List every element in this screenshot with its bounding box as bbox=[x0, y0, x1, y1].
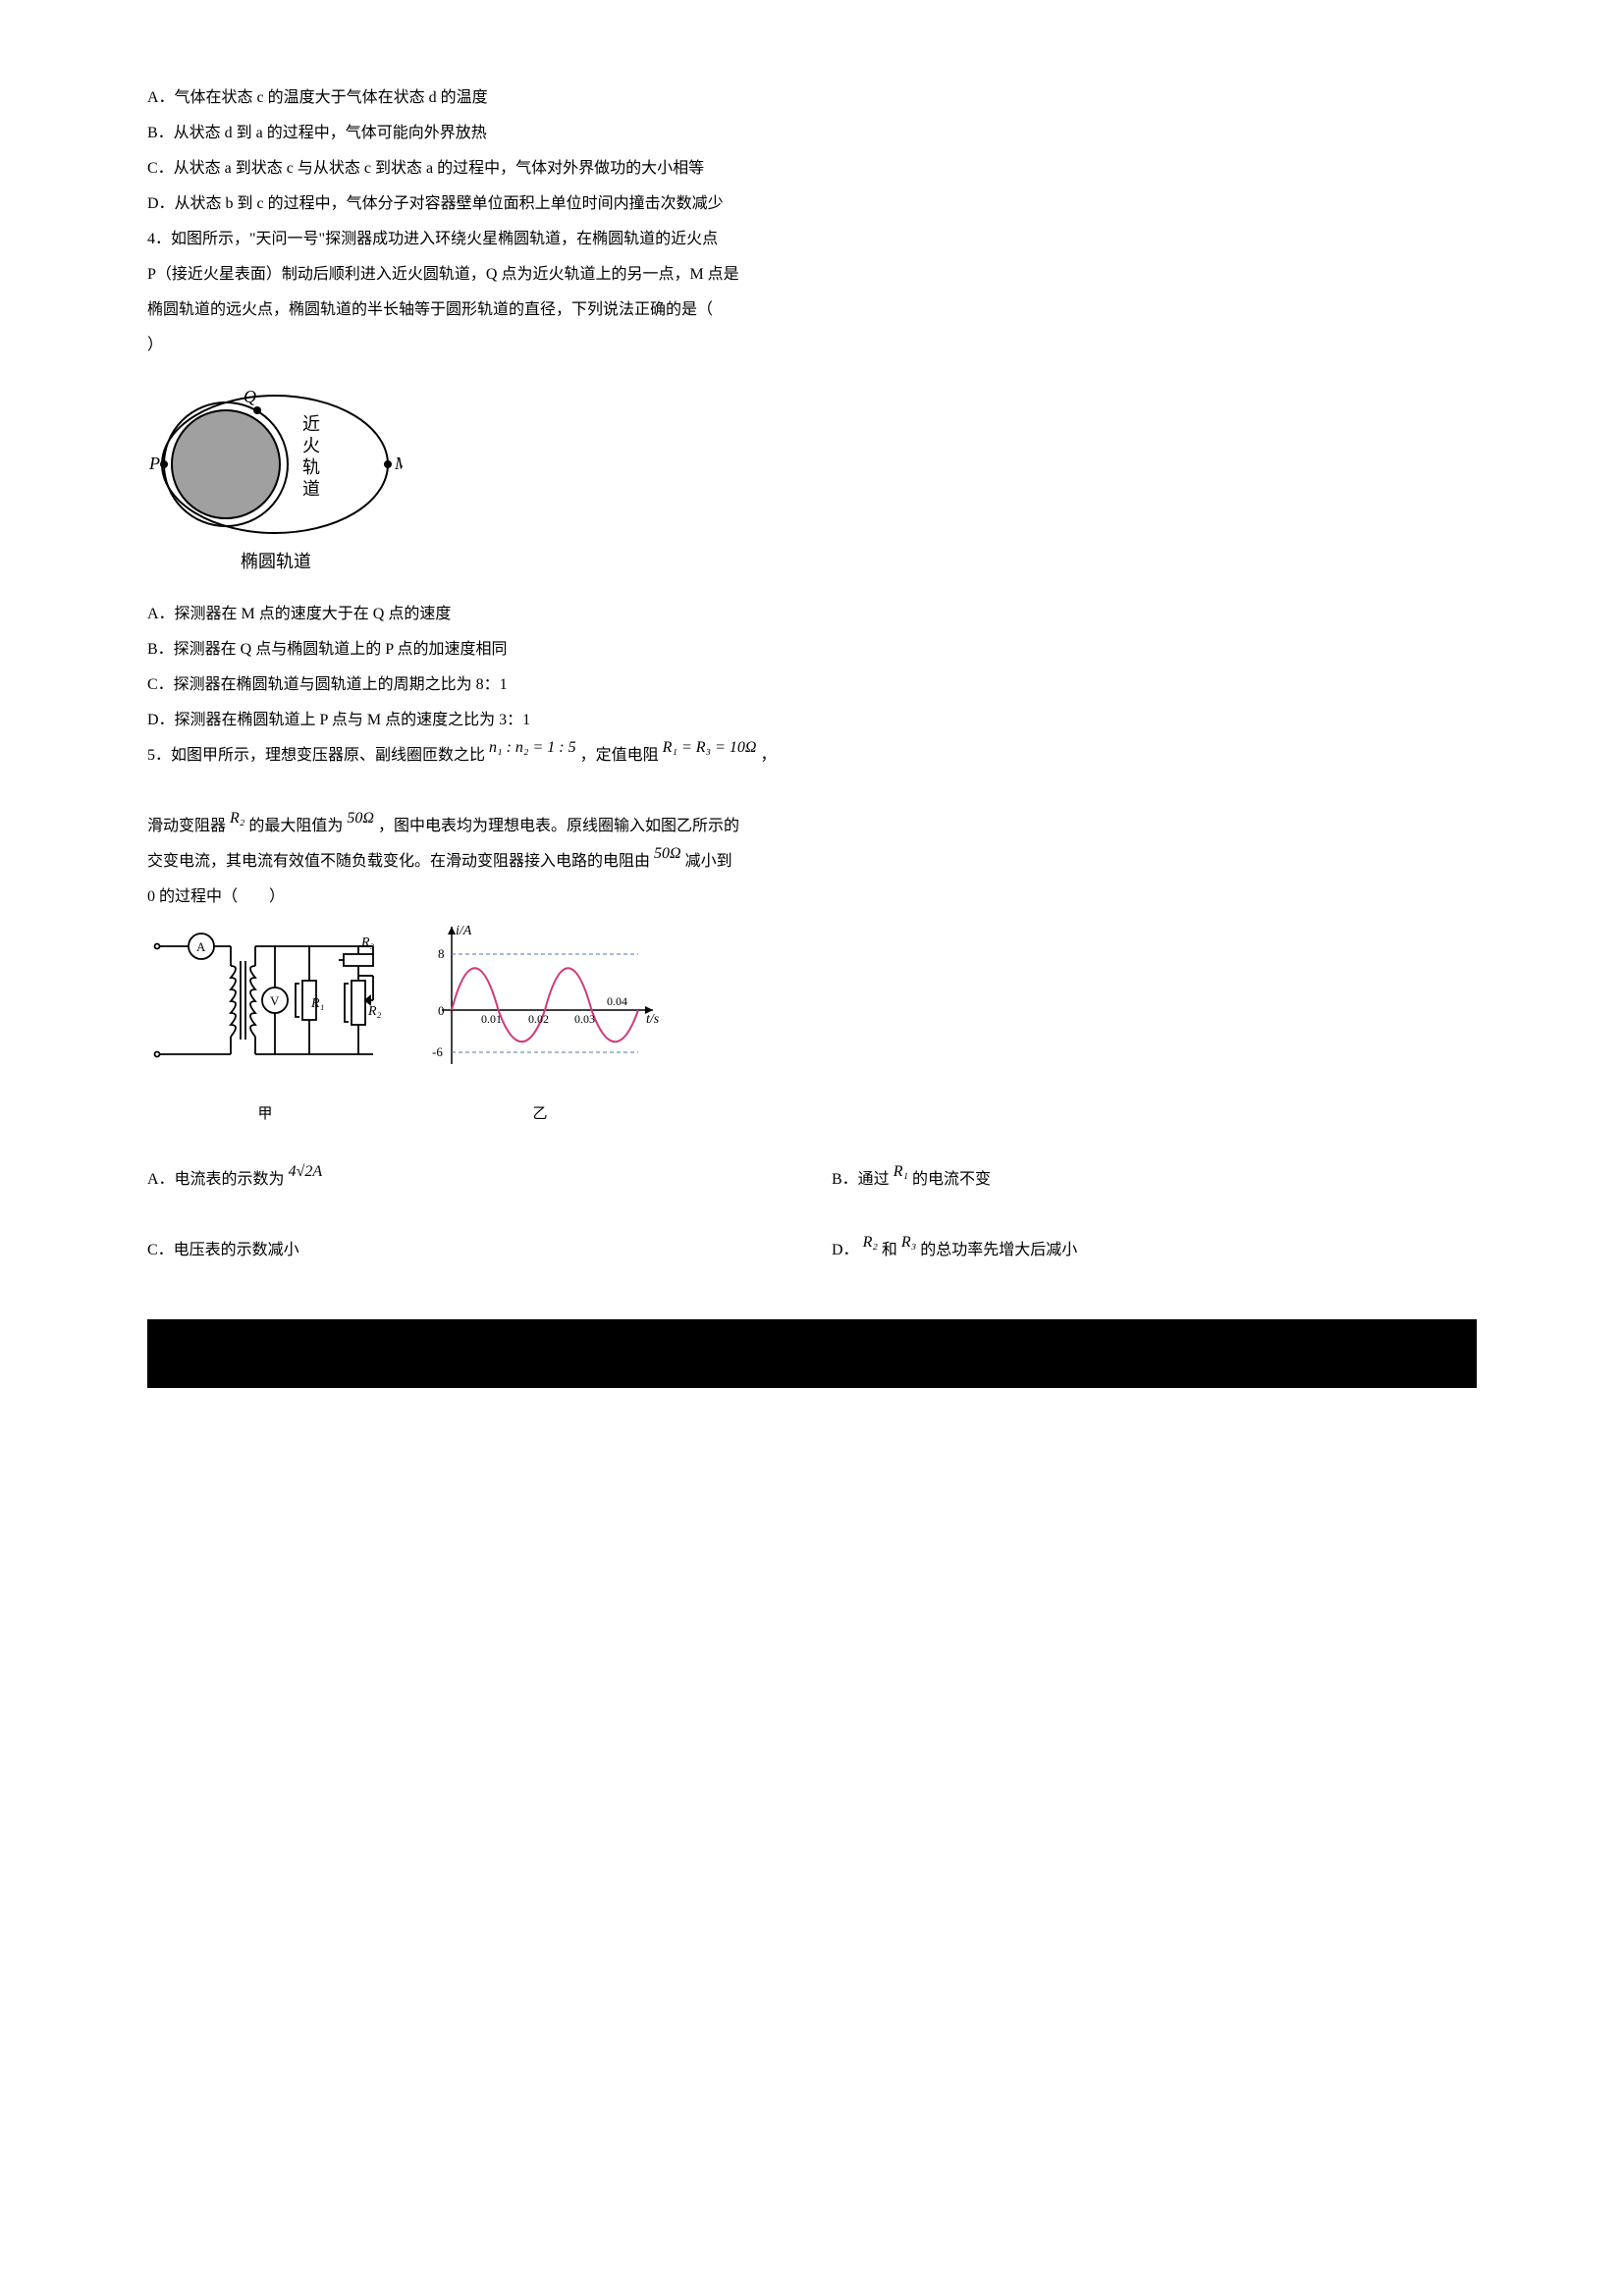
q5-d-a: D． bbox=[832, 1242, 859, 1258]
xtick-003: 0.03 bbox=[574, 1012, 595, 1026]
q5-stem1b: ，定值电阻 bbox=[580, 747, 659, 764]
q5-a-val: 4√2A bbox=[289, 1156, 323, 1188]
label-p: P bbox=[148, 454, 160, 473]
q5-d-b: 的总功率先增大后减小 bbox=[920, 1242, 1077, 1258]
q5-graph: i/A 8 0 -6 0.01 0.02 0.03 0.04 t/s 乙 bbox=[412, 917, 668, 1129]
near-orbit-label-2: 轨 bbox=[302, 457, 320, 477]
near-orbit-label-3: 道 bbox=[302, 479, 320, 499]
q4-option-b: B．探测器在 Q 点与椭圆轨道上的 P 点的加速度相同 bbox=[147, 634, 1477, 666]
q5-option-a: A．电流表的示数为 4√2A bbox=[147, 1164, 792, 1196]
q5-stem1c: ， bbox=[760, 747, 776, 764]
q5-a-text: A．电流表的示数为 bbox=[147, 1171, 285, 1188]
xtick-002: 0.02 bbox=[528, 1012, 549, 1026]
q3-a-text: A．气体在状态 c 的温度大于气体在状态 d 的温度 bbox=[147, 89, 488, 106]
q5-r2: R₂ bbox=[230, 803, 244, 834]
q3-b-text: B．从状态 d 到 a 的过程中，气体可能向外界放热 bbox=[147, 125, 487, 141]
circuit-caption: 甲 bbox=[147, 1099, 383, 1129]
q4-figure: P Q M 近 火 轨 道 椭圆轨道 bbox=[147, 371, 1477, 589]
q5-options-row1: A．电流表的示数为 4√2A B．通过 R₁ 的电流不变 bbox=[147, 1160, 1477, 1200]
q3-c-text: C．从状态 a 到状态 c 与从状态 c 到状态 a 的过程中，气体对外界做功的… bbox=[147, 160, 704, 177]
q5-figure-row: A V R₁ R₂ R₃ 甲 i/A 8 0 -6 0.01 0 bbox=[147, 917, 1477, 1129]
q5-ratio: n₁ : n₂ = 1 : 5 bbox=[489, 732, 576, 764]
q5-stem-line3: 交变电流，其电流有效值不随负载变化。在滑动变阻器接入电路的电阻由 50Ω 减小到 bbox=[147, 846, 1477, 878]
q4-option-a: A．探测器在 M 点的速度大于在 Q 点的速度 bbox=[147, 599, 1477, 630]
q5-r-eq: R₁ = R₃ = 10Ω bbox=[663, 732, 757, 764]
q5-circuit: A V R₁ R₂ R₃ 甲 bbox=[147, 917, 383, 1129]
ylabel: i/A bbox=[456, 924, 472, 938]
q5-d-and: 和 bbox=[882, 1242, 897, 1258]
q5-option-b: B．通过 R₁ 的电流不变 bbox=[832, 1164, 1477, 1196]
ytick-0: 0 bbox=[438, 1003, 445, 1018]
q5-stem3: 交变电流，其电流有效值不随负载变化。在滑动变阻器接入电路的电阻由 bbox=[147, 853, 650, 870]
point-q bbox=[253, 406, 261, 414]
near-orbit-label-1: 火 bbox=[302, 436, 320, 455]
ellipse-caption: 椭圆轨道 bbox=[241, 552, 311, 571]
q5-stem2a: 滑动变阻器 bbox=[147, 818, 226, 834]
q5-fifty: 50Ω bbox=[347, 803, 374, 834]
q4-stem-line4: ） bbox=[147, 330, 1477, 361]
q3-option-c: C．从状态 a 到状态 c 与从状态 c 到状态 a 的过程中，气体对外界做功的… bbox=[147, 153, 1477, 185]
q5-stem2c: ，图中电表均为理想电表。原线圈输入如图乙所示的 bbox=[378, 818, 739, 834]
q4-stem-line1: 4．如图所示，"天问一号"探测器成功进入环绕火星椭圆轨道，在椭圆轨道的近火点 bbox=[147, 224, 1477, 255]
near-orbit-label-0: 近 bbox=[302, 414, 320, 434]
q4-option-d: D．探测器在椭圆轨道上 P 点与 M 点的速度之比为 3：1 bbox=[147, 705, 1477, 736]
q4-stem-line2: P（接近火星表面）制动后顺利进入近火圆轨道，Q 点为近火轨道上的另一点，M 点是 bbox=[147, 259, 1477, 291]
q5-stem-line1: 5．如图甲所示，理想变压器原、副线圈匝数之比 n₁ : n₂ = 1 : 5 ，… bbox=[147, 740, 1477, 772]
q5-stem3b: 减小到 bbox=[685, 853, 732, 870]
q5-d-r3: R₃ bbox=[901, 1227, 916, 1258]
q5-b-text-b: 的电流不变 bbox=[912, 1171, 991, 1188]
r2-label: R₂ bbox=[367, 1004, 382, 1019]
q5-stem-line4: 0 的过程中（ ） bbox=[147, 881, 1477, 913]
label-m: M bbox=[394, 454, 403, 473]
q5-stem1a: 5．如图甲所示，理想变压器原、副线圈匝数之比 bbox=[147, 747, 485, 764]
graph-caption: 乙 bbox=[412, 1099, 668, 1129]
point-p bbox=[160, 460, 168, 468]
r1-label: R₁ bbox=[310, 996, 324, 1011]
ytick-8: 8 bbox=[438, 946, 445, 961]
point-m bbox=[384, 460, 392, 468]
xtick-001: 0.01 bbox=[481, 1012, 502, 1026]
q5-option-c: C．电压表的示数减小 bbox=[147, 1235, 792, 1266]
q5-d-r2: R₂ bbox=[863, 1227, 878, 1258]
graph-svg: i/A 8 0 -6 0.01 0.02 0.03 0.04 t/s bbox=[412, 917, 668, 1084]
label-q: Q bbox=[244, 387, 256, 406]
q3-option-a: A．气体在状态 c 的温度大于气体在状态 d 的温度 bbox=[147, 82, 1477, 114]
xlabel: t/s bbox=[646, 1012, 660, 1027]
q5-stem-line2: 滑动变阻器 R₂ 的最大阻值为 50Ω ，图中电表均为理想电表。原线圈输入如图乙… bbox=[147, 811, 1477, 842]
mars-body bbox=[172, 410, 280, 518]
q5-option-d: D． R₂ 和 R₃ 的总功率先增大后减小 bbox=[832, 1235, 1477, 1266]
q3-d-text: D．从状态 b 到 c 的过程中，气体分子对容器壁单位面积上单位时间内撞击次数减… bbox=[147, 195, 724, 212]
q5-b-r1: R₁ bbox=[893, 1156, 908, 1188]
q3-option-d: D．从状态 b 到 c 的过程中，气体分子对容器壁单位面积上单位时间内撞击次数减… bbox=[147, 188, 1477, 220]
r3-label: R₃ bbox=[360, 935, 375, 950]
xtick-004: 0.04 bbox=[607, 994, 627, 1008]
ytick-neg6: -6 bbox=[432, 1044, 443, 1059]
circuit-svg: A V R₁ R₂ R₃ bbox=[147, 917, 383, 1084]
q4-option-c: C．探测器在椭圆轨道与圆轨道上的周期之比为 8：1 bbox=[147, 669, 1477, 701]
ammeter-label: A bbox=[196, 939, 206, 954]
q5-options-row2: C．电压表的示数减小 D． R₂ 和 R₃ 的总功率先增大后减小 bbox=[147, 1231, 1477, 1270]
footer-redaction bbox=[147, 1319, 1477, 1388]
q5-fifty2: 50Ω bbox=[654, 838, 681, 870]
q4-stem-line3: 椭圆轨道的远火点，椭圆轨道的半长轴等于圆形轨道的直径，下列说法正确的是（ bbox=[147, 294, 1477, 326]
voltmeter-label: V bbox=[270, 993, 280, 1008]
q5-stem2b: 的最大阻值为 bbox=[248, 818, 343, 834]
q5-b-text-a: B．通过 bbox=[832, 1171, 890, 1188]
orbit-diagram: P Q M 近 火 轨 道 椭圆轨道 bbox=[147, 371, 403, 577]
q3-option-b: B．从状态 d 到 a 的过程中，气体可能向外界放热 bbox=[147, 118, 1477, 149]
